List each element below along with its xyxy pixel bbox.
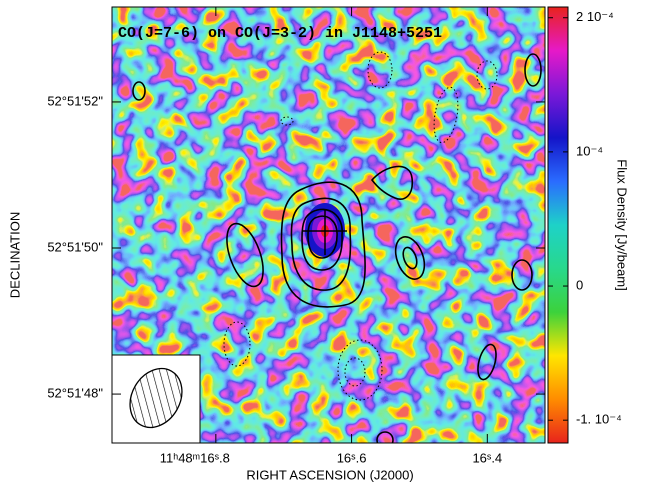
- colorbar-tick-label: -1. 10⁻⁴: [576, 412, 622, 427]
- map-frame: [111, 6, 546, 444]
- chart-title: CO(J=7-6) on CO(J=3-2) in J1148+5251: [118, 25, 442, 42]
- contours: [132, 51, 542, 443]
- x-tick-label: 11ʰ48ᵐ16ˢ.8: [160, 450, 230, 465]
- y-tick-label: 52°51'50": [47, 239, 103, 254]
- x-axis-label: RIGHT ASCENSION (J2000): [246, 467, 413, 482]
- colorbar-tick-label: 10⁻⁴: [576, 143, 603, 158]
- colorbar-tick-label: 2 10⁻⁴: [576, 9, 614, 24]
- beam: [129, 367, 183, 429]
- colorbar-label: Flux Density [Jy/beam]: [615, 159, 630, 291]
- map: [112, 7, 545, 443]
- y-tick-label: 52°51'48": [47, 386, 103, 401]
- colorbar: [547, 6, 569, 444]
- x-tick-label: 16ˢ.4: [472, 450, 502, 465]
- y-axis-label: DECLINATION: [7, 212, 22, 298]
- colorbar-tick-label: 0: [576, 277, 583, 292]
- x-tick-label: 16ˢ.6: [337, 450, 367, 465]
- y-tick-label: 52°51'52": [47, 93, 103, 108]
